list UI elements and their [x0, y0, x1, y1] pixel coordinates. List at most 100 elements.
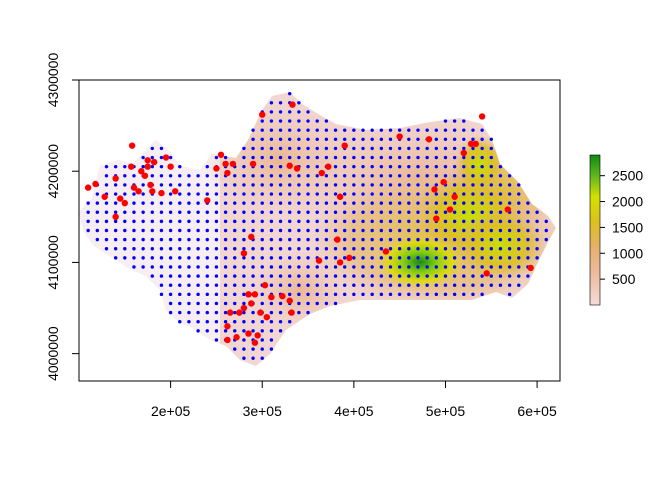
y-axis: 4000000 4100000 4200000 4300000: [45, 53, 79, 381]
observation-point: [336, 259, 344, 266]
grid-point: [297, 274, 301, 278]
grid-point: [260, 183, 264, 187]
grid-point: [223, 237, 228, 242]
grid-point: [361, 274, 365, 278]
observation-point: [84, 184, 92, 191]
grid-point: [452, 256, 457, 260]
grid-point: [306, 292, 310, 297]
grid-point: [113, 256, 118, 260]
grid-point: [333, 183, 338, 187]
observation-point: [162, 154, 170, 161]
grid-point: [416, 146, 420, 151]
grid-point: [159, 247, 164, 251]
grid-point: [462, 192, 466, 196]
grid-point: [443, 137, 448, 141]
grid-point: [361, 283, 365, 287]
grid-point: [196, 256, 200, 260]
grid-point: [471, 265, 475, 269]
grid-point: [187, 237, 191, 242]
grid-point: [517, 219, 521, 224]
grid-point: [187, 265, 191, 269]
grid-point: [443, 155, 448, 160]
grid-point: [425, 237, 429, 242]
grid-point: [297, 201, 301, 205]
grid-point: [251, 274, 255, 278]
grid-point: [333, 247, 338, 251]
colorbar-tick-label: 1000: [612, 245, 643, 261]
grid-point: [251, 228, 255, 233]
observation-point: [478, 113, 486, 120]
grid-point: [361, 219, 365, 224]
grid-point: [214, 283, 219, 287]
grid-point: [370, 128, 374, 132]
grid-point: [434, 210, 439, 214]
grid-point: [333, 128, 338, 132]
grid-point: [288, 274, 292, 278]
grid-point: [507, 219, 512, 224]
grid-point: [214, 320, 219, 324]
grid-point: [297, 119, 301, 123]
grid-point: [141, 228, 145, 233]
grid-point: [379, 274, 384, 278]
grid-point: [407, 256, 411, 260]
grid-point: [168, 237, 173, 242]
grid-point: [141, 219, 145, 224]
grid-point: [379, 265, 384, 269]
grid-point: [233, 247, 237, 251]
grid-point: [342, 155, 347, 160]
grid-point: [352, 274, 356, 278]
grid-point: [214, 265, 219, 269]
grid-point: [425, 210, 429, 214]
x-tick-label: 3e+05: [243, 403, 283, 419]
grid-point: [159, 146, 164, 151]
grid-point: [269, 137, 274, 141]
grid-point: [471, 192, 475, 196]
grid-point: [150, 164, 154, 169]
grid-point: [489, 192, 493, 196]
grid-point: [370, 155, 374, 160]
grid-point: [178, 256, 182, 260]
grid-point: [269, 119, 274, 123]
grid-point: [379, 256, 384, 260]
grid-point: [214, 274, 219, 278]
grid-point: [507, 256, 512, 260]
grid-point: [223, 329, 228, 333]
grid-point: [150, 201, 154, 205]
grid-point: [489, 210, 493, 214]
grid-point: [407, 146, 411, 151]
grid-point: [324, 128, 329, 132]
grid-point: [507, 237, 512, 242]
grid-point: [178, 274, 182, 278]
grid-point: [342, 247, 347, 251]
grid-point: [535, 237, 539, 242]
grid-point: [379, 128, 384, 132]
grid-point: [324, 192, 329, 196]
grid-point: [425, 183, 429, 187]
grid-point: [150, 256, 154, 260]
grid-point: [342, 174, 347, 178]
grid-point: [379, 292, 384, 297]
grid-point: [333, 301, 338, 306]
grid-point: [342, 256, 347, 260]
grid-point: [278, 192, 283, 196]
grid-point: [159, 256, 164, 260]
grid-point: [288, 228, 292, 233]
grid-point: [489, 155, 493, 160]
grid-point: [443, 219, 448, 224]
grid-point: [434, 164, 439, 169]
grid-point: [388, 219, 393, 224]
grid-point: [113, 210, 118, 214]
grid-point: [507, 201, 512, 205]
grid-point: [489, 265, 493, 269]
observation-point: [117, 195, 124, 202]
grid-point: [388, 265, 393, 269]
grid-point: [288, 237, 292, 242]
grid-point: [471, 146, 475, 151]
grid-point: [407, 292, 411, 297]
grid-point: [526, 219, 530, 224]
grid-point: [269, 256, 274, 260]
grid-point: [434, 128, 439, 132]
grid-point: [462, 174, 466, 178]
grid-point: [434, 183, 439, 187]
observation-point: [315, 257, 323, 264]
